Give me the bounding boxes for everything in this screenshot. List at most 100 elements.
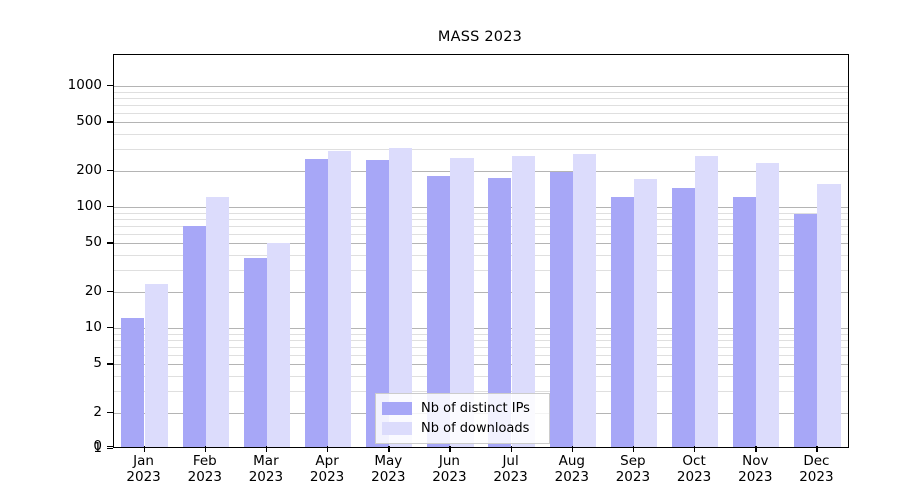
- bar-downloads: [695, 155, 719, 447]
- x-axis-tick-label: Aug 2023: [555, 453, 589, 485]
- x-axis-tick-year: 2023: [309, 469, 345, 485]
- x-axis-tick-label: Dec 2023: [799, 453, 833, 485]
- x-axis-tick-year: 2023: [187, 469, 222, 485]
- x-axis-tick-label: May 2023: [371, 453, 405, 485]
- gridline-major: [114, 86, 848, 87]
- x-axis-tick-mark: [449, 446, 451, 452]
- x-axis-tick-label: Mar 2023: [249, 453, 283, 485]
- legend-swatch: [382, 421, 412, 435]
- y-axis-tick-mark: [107, 446, 113, 448]
- bar-downloads: [633, 179, 658, 447]
- gridline-minor: [114, 333, 848, 335]
- y-axis-tick-mark: [107, 85, 113, 87]
- x-axis-tick-label: Jul 2023: [493, 453, 527, 485]
- bar-distinct-ips: [610, 197, 634, 447]
- y-axis-tick-label: 500: [76, 113, 102, 130]
- y-axis-tick-mark: [107, 290, 113, 292]
- x-axis-tick-month: Oct: [682, 453, 706, 469]
- x-axis-tick-year: 2023: [554, 469, 589, 485]
- gridline-minor: [114, 112, 848, 114]
- legend-item[interactable]: Nb of downloads: [382, 418, 543, 438]
- gridline-minor: [114, 346, 848, 348]
- bar-downloads: [572, 153, 596, 447]
- y-axis-tick-mark: [107, 448, 113, 450]
- x-axis-tick-month: Apr: [315, 453, 339, 469]
- y-axis-tick-label: 100: [76, 198, 102, 214]
- x-axis-tick-month: Nov: [742, 453, 769, 469]
- gridline-minor: [114, 391, 848, 393]
- x-axis-tick-year: 2023: [126, 469, 161, 485]
- gridline-major: [114, 243, 848, 245]
- plot-area: [113, 54, 849, 448]
- x-axis-tick-mark: [510, 446, 512, 452]
- gridline-major: [114, 364, 848, 366]
- gridline-minor: [114, 149, 848, 151]
- x-axis-tick-mark: [327, 446, 329, 452]
- x-axis-tick-month: Jun: [438, 453, 460, 469]
- gridline-minor: [114, 255, 848, 257]
- y-axis-tick-label: 200: [76, 161, 102, 178]
- x-axis-tick-month: Jul: [502, 453, 519, 469]
- gridline-minor: [114, 225, 848, 227]
- x-axis-tick-mark: [265, 446, 268, 452]
- gridline-minor: [114, 212, 848, 214]
- bar-downloads: [205, 197, 229, 447]
- bar-downloads: [266, 243, 291, 447]
- x-axis-tick-label: Nov 2023: [738, 453, 772, 485]
- y-axis-tick-label: 50: [84, 234, 102, 251]
- x-axis-tick-label: Jan 2023: [126, 453, 160, 485]
- y-axis-tick-mark: [107, 169, 113, 171]
- gridline-major: [114, 122, 848, 124]
- bar-distinct-ips: [427, 176, 451, 447]
- x-axis-tick-mark: [816, 446, 818, 452]
- y-axis-tick-label: 1: [93, 440, 102, 456]
- x-axis-tick-year: 2023: [676, 469, 712, 485]
- x-axis-tick-mark: [755, 446, 757, 452]
- y-axis-tick-mark: [107, 363, 113, 365]
- x-axis-tick-label: Oct 2023: [677, 453, 711, 485]
- bar-distinct-ips: [243, 257, 267, 447]
- y-axis-tick-mark: [107, 242, 113, 244]
- gridline-minor: [114, 270, 848, 272]
- x-axis-tick-year: 2023: [248, 469, 284, 485]
- bar-downloads: [756, 163, 780, 447]
- gridline-major: [114, 207, 848, 208]
- x-axis-tick-year: 2023: [371, 469, 406, 485]
- y-axis-tick-mark: [107, 327, 113, 329]
- x-axis-tick-month: Jan: [133, 453, 154, 469]
- x-axis-tick-year: 2023: [432, 469, 467, 485]
- gridline-minor: [114, 134, 848, 136]
- y-axis-tick-labels: 0 1 2 5 10 20 50 100 200 500 1000: [40, 54, 102, 456]
- x-axis-tick-year: 2023: [493, 469, 528, 485]
- y-axis-tick-mark: [107, 411, 113, 413]
- x-axis-tick-label: Feb 2023: [188, 453, 222, 485]
- legend-label: Nb of downloads: [421, 420, 530, 436]
- bar-distinct-ips: [549, 171, 573, 447]
- gridline-major: [114, 328, 848, 329]
- legend-label: Nb of distinct IPs: [421, 400, 530, 416]
- x-axis-tick-month: May: [374, 453, 403, 469]
- x-axis-tick-year: 2023: [738, 469, 773, 485]
- gridline-minor: [114, 97, 848, 99]
- legend-item[interactable]: Nb of distinct IPs: [382, 398, 543, 418]
- y-axis-tick-label: 1000: [67, 77, 102, 93]
- bar-downloads: [144, 284, 168, 447]
- gridline-minor: [114, 233, 848, 235]
- chart-legend: Nb of distinct IPs Nb of downloads: [375, 393, 550, 444]
- plot-inner: [114, 55, 848, 447]
- bar-distinct-ips: [121, 318, 145, 447]
- x-axis-tick-label: Apr 2023: [310, 453, 344, 485]
- bar-downloads: [511, 155, 535, 447]
- y-axis-tick-mark: [107, 121, 113, 123]
- gridline-minor: [114, 339, 848, 341]
- x-axis-tick-month: Feb: [192, 453, 217, 469]
- x-axis-tick-mark: [571, 446, 574, 452]
- bar-distinct-ips: [304, 158, 328, 447]
- bar-distinct-ips: [794, 213, 818, 447]
- x-axis-tick-mark: [204, 446, 207, 452]
- y-axis-tick-label: 0: [93, 438, 102, 454]
- bar-downloads: [450, 157, 474, 447]
- bar-distinct-ips: [488, 177, 512, 447]
- x-axis-tick-mark: [143, 446, 145, 452]
